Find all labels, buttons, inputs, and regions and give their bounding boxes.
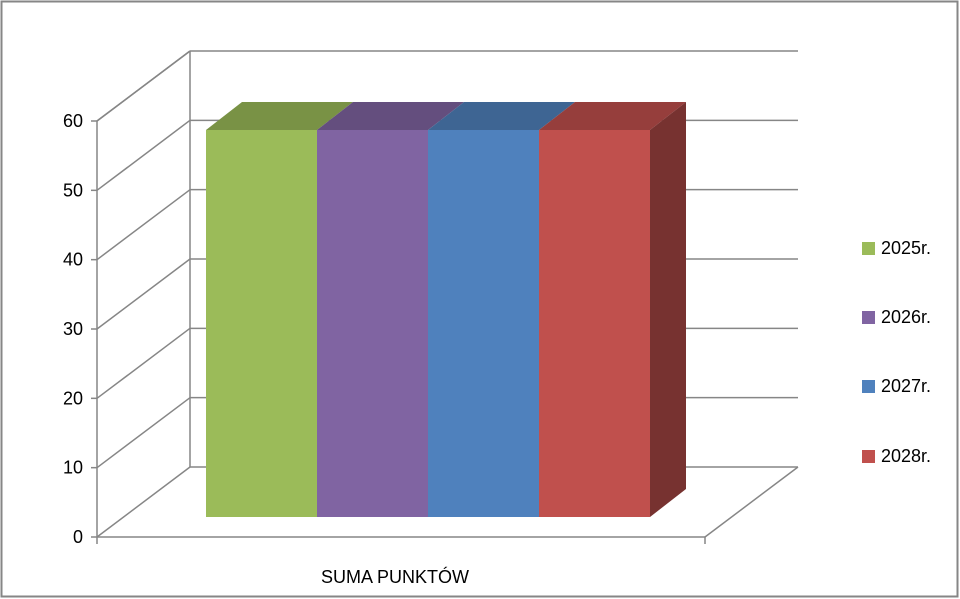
bar-front-face bbox=[317, 130, 428, 517]
legend-label: 2027r. bbox=[881, 376, 931, 396]
legend-label: 2026r. bbox=[881, 307, 931, 327]
y-axis: 0 10 20 30 40 50 60 bbox=[63, 111, 98, 547]
x-category-label: SUMA PUNKTÓW bbox=[321, 566, 469, 587]
legend-swatch bbox=[862, 450, 875, 463]
bar-2025r. bbox=[206, 102, 353, 517]
bar-front-face bbox=[539, 130, 650, 517]
bar-2027r. bbox=[428, 102, 575, 517]
x-axis: SUMA PUNKTÓW bbox=[96, 536, 706, 587]
legend-entry: 2027r. bbox=[862, 376, 931, 396]
side-wall-gridline bbox=[96, 397, 191, 469]
legend-swatch bbox=[862, 242, 875, 255]
bar-top-face bbox=[428, 102, 575, 130]
y-tick-label: 30 bbox=[63, 319, 83, 339]
bar-2026r. bbox=[317, 102, 464, 517]
legend-entry: 2028r. bbox=[862, 446, 931, 466]
bar-side-face bbox=[650, 102, 686, 517]
legend-label: 2028r. bbox=[881, 446, 931, 466]
bar-top-face bbox=[206, 102, 353, 130]
y-tick-label: 40 bbox=[63, 250, 83, 270]
legend-swatch bbox=[862, 380, 875, 393]
legend-entry: 2026r. bbox=[862, 307, 931, 327]
floor-right-edge bbox=[704, 466, 799, 538]
y-tick-label: 60 bbox=[63, 111, 83, 131]
legend-label: 2025r. bbox=[881, 238, 931, 258]
bar-top-face bbox=[317, 102, 464, 130]
y-tick-label: 50 bbox=[63, 180, 83, 200]
side-wall-gridline bbox=[96, 258, 191, 330]
y-tick-label: 20 bbox=[63, 388, 83, 408]
bars bbox=[206, 102, 686, 517]
side-wall-gridline bbox=[96, 119, 191, 191]
bar-2028r. bbox=[539, 102, 686, 517]
bar-top-face bbox=[539, 102, 686, 130]
side-wall-gridline bbox=[96, 50, 191, 122]
bar-front-face bbox=[428, 130, 539, 517]
bar-front-face bbox=[206, 130, 317, 517]
side-wall-gridline bbox=[96, 466, 191, 538]
legend-entry: 2025r. bbox=[862, 238, 931, 258]
side-wall-gridline bbox=[96, 327, 191, 399]
legend: 2025r. 2026r. 2027r. 2028r. bbox=[862, 238, 931, 466]
y-tick-label: 0 bbox=[73, 527, 83, 547]
side-wall-gridline bbox=[96, 189, 191, 261]
y-tick-label: 10 bbox=[63, 458, 83, 478]
legend-swatch bbox=[862, 311, 875, 324]
